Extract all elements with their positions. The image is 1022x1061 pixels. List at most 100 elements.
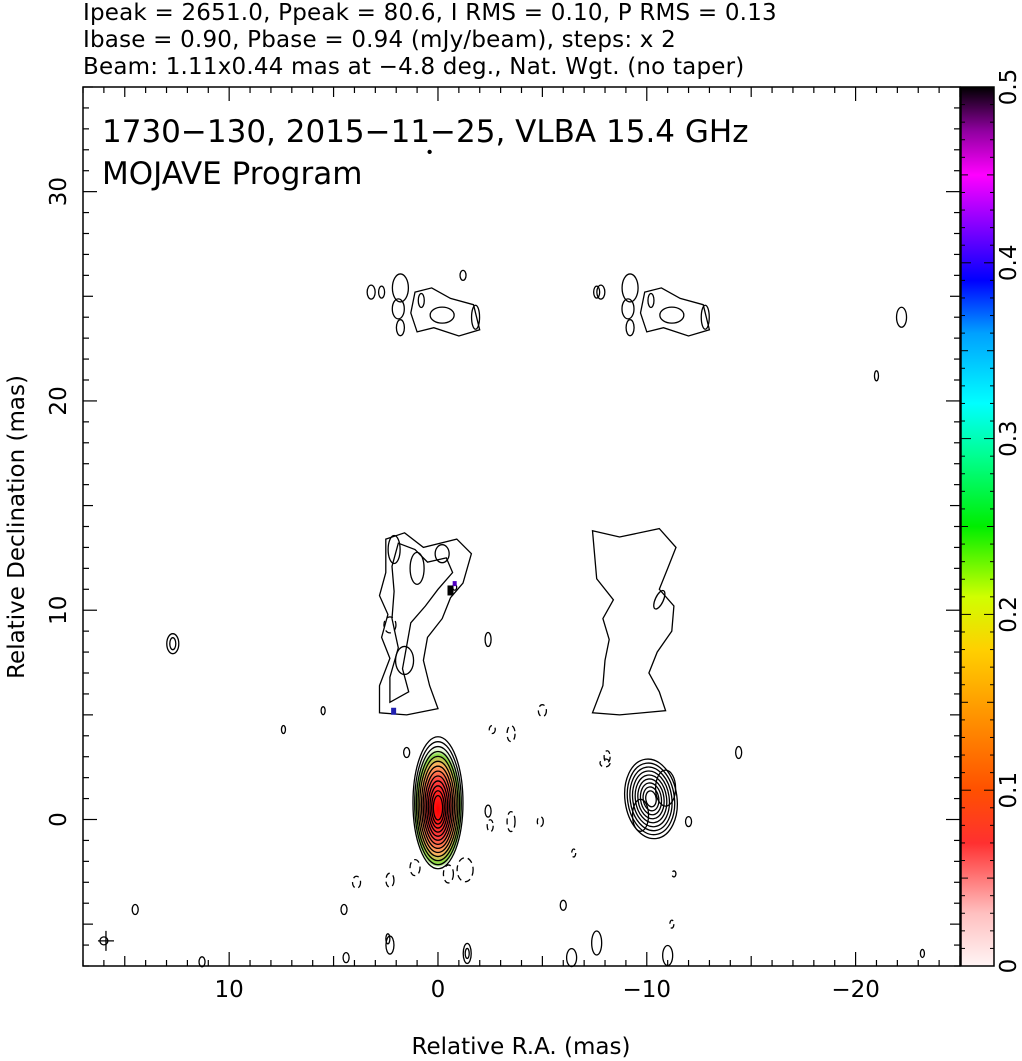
pol-core-contour bbox=[645, 790, 657, 808]
core-contour bbox=[414, 741, 462, 866]
noise-contour bbox=[484, 631, 492, 648]
negative-contour bbox=[385, 872, 395, 888]
colorbar-tick-label: 0 bbox=[996, 959, 1022, 974]
pol-core-contour bbox=[639, 782, 663, 816]
upper-jet-contour bbox=[470, 304, 481, 330]
negative-contour bbox=[442, 864, 455, 884]
negative-contour bbox=[506, 810, 516, 833]
y-tick-label: 30 bbox=[46, 177, 72, 206]
core-contour bbox=[415, 745, 461, 862]
noise-contour bbox=[342, 951, 350, 964]
source-annotation: 1730−130, 2015−11−25, VLBA 15.4 GHz bbox=[102, 114, 748, 150]
core-contour bbox=[419, 755, 457, 854]
noise-contour bbox=[403, 746, 411, 759]
upper-jet-contour bbox=[621, 273, 639, 303]
x-tick-label: 10 bbox=[215, 977, 244, 1003]
upper-jet-contour bbox=[647, 292, 655, 309]
upper-jet-contour bbox=[395, 319, 406, 337]
negative-contour bbox=[669, 919, 675, 929]
y-tick-label: 20 bbox=[46, 386, 72, 415]
noise-dot bbox=[427, 149, 432, 155]
x-tick-label: 0 bbox=[431, 977, 446, 1003]
pol-core-contour bbox=[629, 766, 673, 832]
tick-labels: 10 0 −10 −20 0 10 20 30 bbox=[46, 177, 880, 1003]
negative-contour bbox=[486, 819, 494, 833]
negative-contour bbox=[671, 870, 677, 878]
jet-contour bbox=[378, 532, 473, 716]
negative-contour bbox=[409, 858, 421, 877]
x-tick-label: −10 bbox=[623, 977, 672, 1003]
header-line-2: Ibase = 0.90, Pbase = 0.94 (mJy/beam), s… bbox=[83, 27, 676, 53]
jet-inner-contour bbox=[389, 542, 454, 704]
noise-contour bbox=[559, 899, 567, 911]
negative-contour bbox=[537, 704, 548, 718]
pol-pixel bbox=[452, 581, 457, 587]
y-tick-label: 10 bbox=[46, 596, 72, 625]
axis-ticks bbox=[82, 86, 961, 967]
core-contour bbox=[424, 770, 452, 841]
upper-jet-contour bbox=[417, 292, 425, 309]
noise-contour bbox=[340, 903, 348, 916]
noise-contour bbox=[484, 804, 492, 818]
noise-contour bbox=[280, 724, 287, 735]
noise-contour bbox=[377, 285, 386, 299]
upper-jet-contour bbox=[391, 298, 405, 320]
pol-core-contour bbox=[631, 798, 650, 832]
noise-contour bbox=[464, 947, 470, 960]
upper-jet-contour bbox=[410, 287, 481, 337]
upper-jet-contour bbox=[366, 284, 376, 300]
pol-pixel bbox=[447, 585, 454, 596]
noise-contour bbox=[919, 948, 926, 959]
pol-core-contour bbox=[623, 758, 678, 840]
noise-contour bbox=[459, 269, 467, 282]
noise-contour bbox=[565, 947, 578, 968]
colorbar-tick-label: 0.2 bbox=[996, 596, 1022, 633]
noise-contour bbox=[593, 285, 601, 299]
core-contour bbox=[425, 775, 451, 837]
core-contour bbox=[422, 765, 454, 845]
noise-contour bbox=[320, 706, 326, 716]
colorbar-tick-label: 0.3 bbox=[996, 420, 1022, 457]
jet-knot-contour bbox=[409, 551, 425, 586]
noise-contour bbox=[462, 942, 472, 965]
pol-core-contour bbox=[631, 770, 671, 828]
negative-contour bbox=[536, 815, 544, 828]
core-contour bbox=[420, 760, 456, 850]
negative-contour bbox=[383, 616, 397, 634]
upper-jet-contour bbox=[429, 306, 455, 324]
negative-contour bbox=[351, 875, 362, 889]
x-tick-label: −20 bbox=[831, 977, 880, 1003]
header-line-3: Beam: 1.11x0.44 mas at −4.8 deg., Nat. W… bbox=[83, 54, 745, 80]
header-line-1: Ipeak = 2651.0, Ppeak = 80.6, I RMS = 0.… bbox=[83, 0, 777, 26]
core-contour bbox=[432, 794, 444, 821]
upper-jet-contour bbox=[625, 319, 635, 337]
pol-jet-contour bbox=[591, 527, 677, 716]
jet-knot-contour bbox=[387, 534, 401, 565]
negative-contour bbox=[456, 857, 474, 883]
y-tick-label: 0 bbox=[46, 812, 72, 827]
negative-contour bbox=[603, 750, 611, 764]
y-axis-label: Relative Declination (mas) bbox=[4, 375, 30, 679]
noise-contour bbox=[591, 930, 603, 956]
pol-core-contour bbox=[634, 774, 668, 824]
upper-jet-contour bbox=[391, 273, 410, 303]
jet-knot-contour bbox=[394, 645, 415, 676]
core-contour bbox=[412, 736, 464, 870]
noise-contour bbox=[873, 370, 880, 382]
noise-contour bbox=[735, 745, 743, 760]
upper-jet-contour bbox=[659, 306, 685, 324]
colorbar-tick-label: 0.1 bbox=[996, 772, 1022, 809]
pol-core-contour bbox=[654, 769, 677, 807]
upper-jet-contour bbox=[596, 284, 606, 300]
x-axis-label: Relative R.A. (mas) bbox=[412, 1034, 631, 1060]
pol-pixel bbox=[391, 707, 397, 715]
negative-contour bbox=[599, 758, 611, 768]
pol-jet-knot bbox=[653, 589, 666, 610]
colorbar-tick-label: 0.4 bbox=[996, 245, 1022, 282]
contour-layer bbox=[97, 149, 926, 968]
plot-frame bbox=[82, 86, 961, 967]
noise-contour bbox=[169, 637, 177, 651]
negative-contour bbox=[506, 725, 516, 743]
colorbar-tick-labels: 0 0.1 0.2 0.3 0.4 0.5 bbox=[996, 69, 1022, 974]
